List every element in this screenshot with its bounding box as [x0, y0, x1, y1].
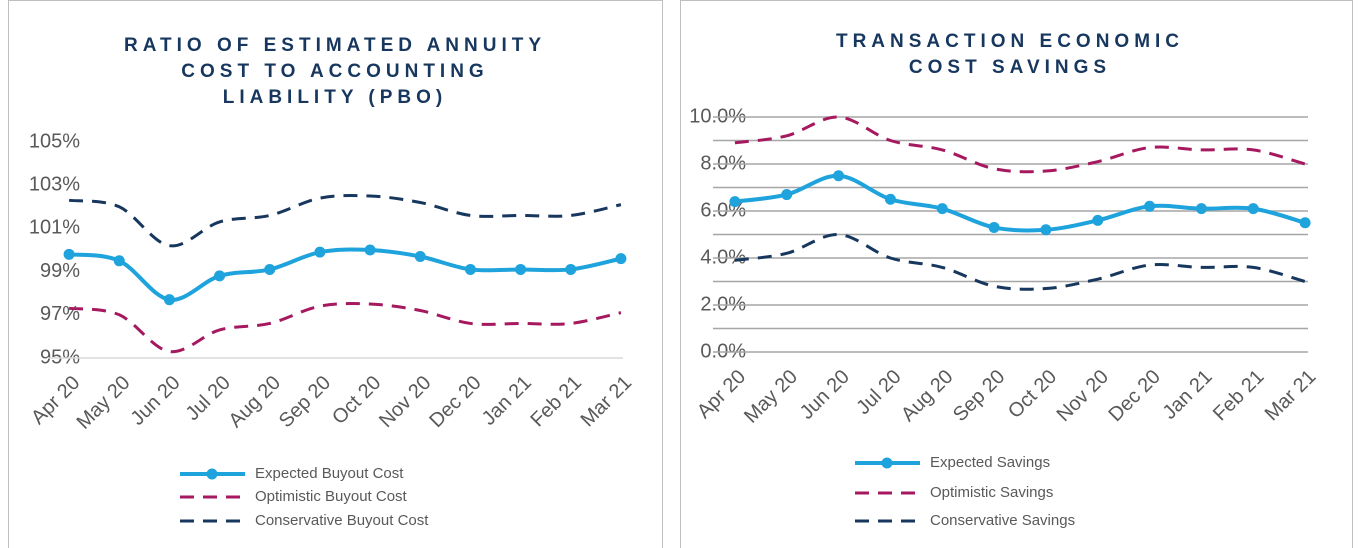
point — [936, 203, 948, 215]
legend-label: Expected Savings — [930, 454, 1050, 471]
legend-label: Optimistic Buyout Cost — [255, 488, 408, 505]
x-tick-label: Mar 21 — [577, 372, 637, 432]
series-line — [68, 302, 622, 354]
x-tick-label: Nov 20 — [1053, 366, 1113, 426]
point — [884, 193, 896, 205]
point — [1144, 200, 1156, 212]
point — [464, 263, 476, 275]
point — [1040, 224, 1052, 236]
x-tick-label: Aug 20 — [897, 366, 957, 426]
legend-label: Optimistic Savings — [930, 484, 1053, 501]
point — [1299, 217, 1311, 229]
x-tick-label: Aug 20 — [225, 372, 285, 432]
point — [1195, 203, 1207, 215]
chart-title: COST TO ACCOUNTING — [181, 61, 488, 82]
point — [988, 221, 1000, 233]
point — [113, 255, 125, 267]
series-line — [68, 247, 622, 302]
point — [1247, 203, 1259, 215]
point — [781, 189, 793, 201]
y-tick-label: 103% — [29, 173, 80, 195]
series-line — [734, 173, 1306, 233]
x-tick-label: Dec 20 — [1104, 366, 1164, 426]
point — [729, 196, 741, 208]
point — [314, 246, 326, 258]
legend-label: Expected Buyout Cost — [255, 465, 404, 482]
point — [414, 250, 426, 262]
point — [214, 270, 226, 282]
x-tick-label: Oct 20 — [1004, 366, 1061, 423]
y-tick-label: 101% — [29, 217, 80, 239]
series-line — [734, 232, 1306, 291]
legend-label: Conservative Savings — [930, 512, 1075, 529]
legend-marker — [881, 457, 893, 469]
point — [565, 263, 577, 275]
legend-marker — [206, 468, 218, 480]
x-tick-label: May 20 — [73, 372, 135, 434]
x-tick-label: May 20 — [740, 366, 802, 428]
legend-label: Conservative Buyout Cost — [255, 512, 429, 529]
x-tick-label: Sep 20 — [949, 366, 1009, 426]
y-tick-label: 105% — [29, 130, 80, 152]
x-tick-label: Jun 20 — [127, 372, 185, 430]
y-tick-label: 99% — [40, 260, 80, 282]
chart-title: COST SAVINGS — [909, 57, 1111, 78]
point — [364, 244, 376, 256]
x-tick-label: Feb 21 — [1209, 366, 1269, 426]
point — [833, 170, 845, 182]
point — [615, 253, 627, 265]
series-line — [68, 194, 622, 248]
point — [163, 294, 175, 306]
point — [63, 248, 75, 260]
x-tick-label: Mar 21 — [1261, 366, 1321, 426]
x-tick-label: Sep 20 — [275, 372, 335, 432]
x-tick-label: Feb 21 — [526, 372, 586, 432]
panel-border — [680, 0, 1353, 548]
chart-title: TRANSACTION ECONOMIC — [836, 31, 1184, 52]
panel-border — [8, 0, 663, 548]
x-tick-label: Jan 21 — [1159, 366, 1217, 424]
y-tick-label: 97% — [40, 303, 80, 325]
chart-title: RATIO OF ESTIMATED ANNUITY — [124, 35, 546, 56]
chart-title: LIABILITY (PBO) — [223, 87, 448, 108]
point — [515, 263, 527, 275]
x-tick-label: Jan 21 — [478, 372, 536, 430]
x-tick-label: Jun 20 — [796, 366, 854, 424]
x-tick-label: Oct 20 — [328, 372, 385, 429]
point — [264, 263, 276, 275]
x-tick-label: Dec 20 — [425, 372, 485, 432]
x-tick-label: Nov 20 — [375, 372, 435, 432]
series-line — [734, 115, 1306, 174]
point — [1092, 214, 1104, 226]
